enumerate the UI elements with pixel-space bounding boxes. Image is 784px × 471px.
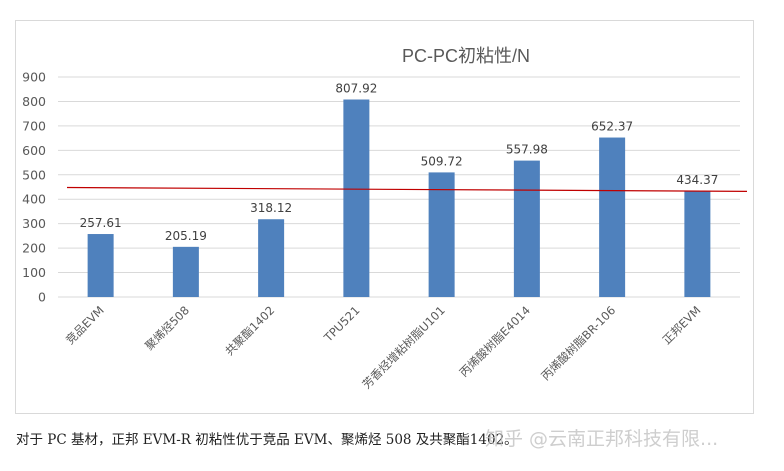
data-label: 652.37 — [591, 120, 633, 134]
data-labels: 257.61 205.19 318.12 807.92 509.72 557.98 652.… — [80, 82, 719, 243]
chart-frame — [15, 20, 754, 414]
reference-line — [66, 186, 748, 192]
x-tick-label: 聚烯烃508 — [142, 303, 192, 353]
data-label: 557.98 — [506, 143, 548, 157]
y-tick-label: 700 — [22, 118, 46, 133]
gridlines — [58, 76, 740, 298]
x-tick-label: 芳香烃增粘树脂U101 — [359, 303, 447, 391]
bars — [87, 99, 711, 297]
y-tick-label: 500 — [22, 167, 46, 182]
watermark: 知乎 @云南正邦科技有限... — [485, 428, 719, 450]
x-tick-label: 共聚酯1402 — [222, 303, 277, 358]
reference-line — [66, 186, 748, 192]
data-label: 257.61 — [80, 216, 122, 230]
data-label: 205.19 — [165, 229, 207, 243]
bar — [343, 99, 370, 297]
bar-chart: 0 100 200 300 400 500 600 700 800 900 257.61 205.1… — [22, 70, 748, 392]
y-tick-label: 100 — [22, 265, 46, 280]
bar — [513, 160, 540, 297]
x-tick-label: 竞品EVM — [63, 303, 107, 347]
chart-title: PC-PC初粘性/N — [401, 46, 530, 66]
data-label: 434.37 — [676, 173, 718, 187]
y-tick-label: 300 — [22, 216, 46, 231]
bar — [684, 190, 711, 297]
y-tick-label: 600 — [22, 143, 46, 158]
y-tick-label: 400 — [22, 192, 46, 207]
bar — [258, 219, 285, 297]
y-tick-label: 900 — [22, 70, 46, 85]
y-axis: 0 100 200 300 400 500 600 700 800 900 — [22, 70, 46, 305]
x-tick-label: 丙烯酸树脂BR-106 — [538, 303, 618, 383]
y-tick-label: 0 — [38, 290, 46, 305]
y-tick-label: 800 — [22, 94, 46, 109]
bar — [428, 172, 455, 297]
data-label: 807.92 — [335, 82, 377, 96]
y-tick-label: 200 — [22, 241, 46, 256]
caption-text: 对于 PC 基材，正邦 EVM-R 初粘性优于竞品 EVM、聚烯烃 508 及共… — [16, 432, 518, 448]
bar — [87, 234, 114, 297]
data-label: 509.72 — [421, 154, 463, 168]
bar — [172, 246, 199, 297]
x-tick-label: 正邦EVM — [660, 303, 704, 347]
x-tick-label: 丙烯酸树脂E4014 — [457, 303, 533, 379]
data-label: 318.12 — [250, 201, 292, 215]
bar — [599, 137, 626, 297]
x-tick-label: TPU521 — [321, 303, 363, 345]
